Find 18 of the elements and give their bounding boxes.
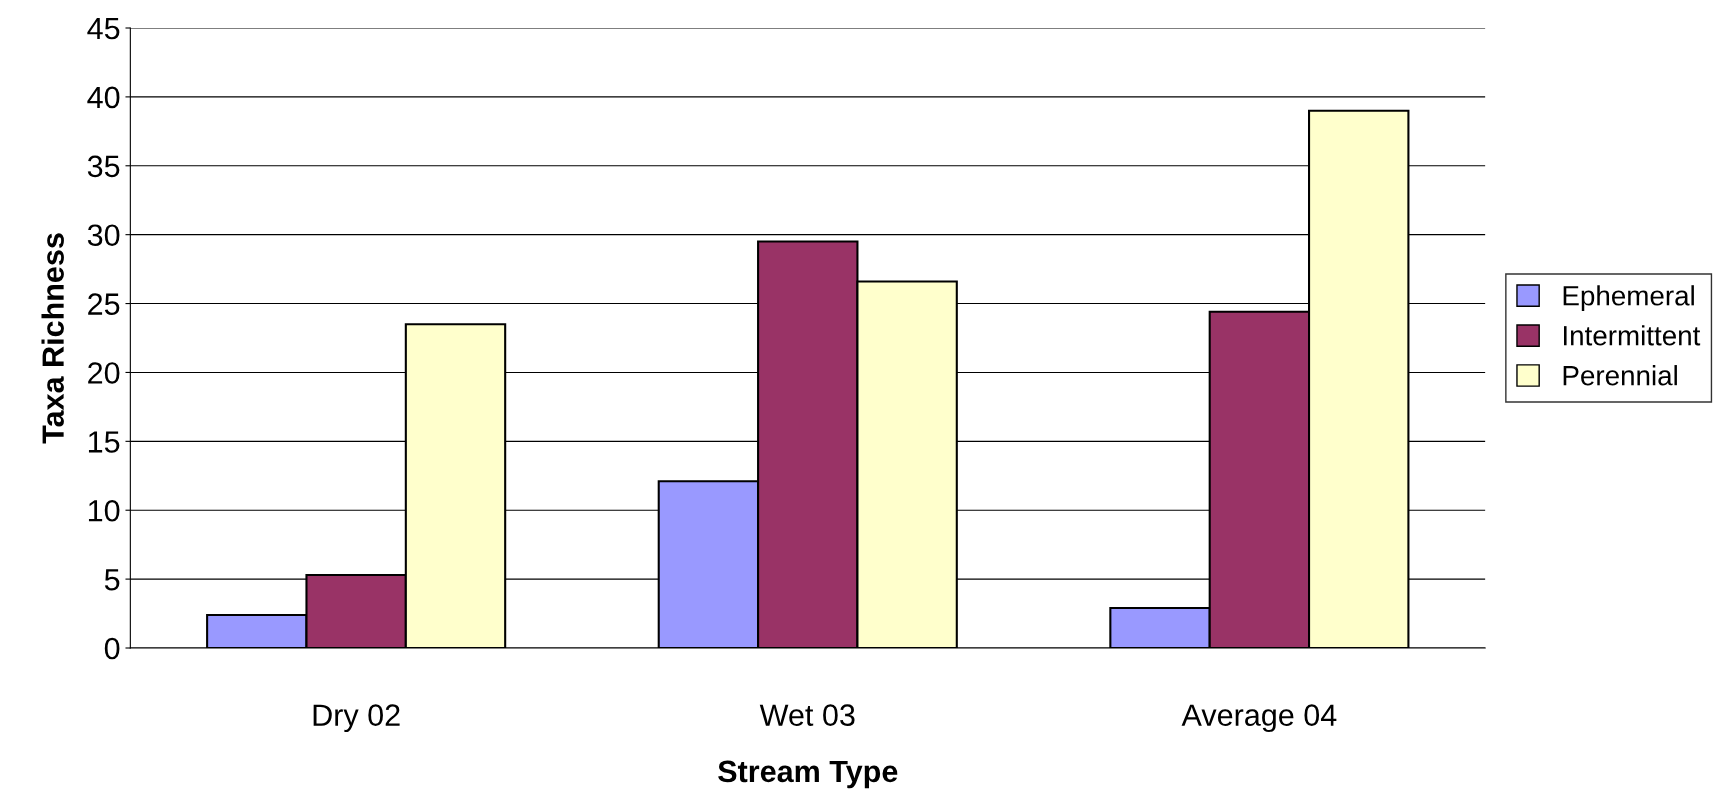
y-tick-label: 30 [87, 224, 120, 247]
legend-label: Perennial [1563, 365, 1677, 386]
y-tick-label: 0 [104, 637, 120, 660]
y-tick-label: 5 [104, 569, 120, 591]
x-tick-label: Dry 02 [313, 704, 400, 733]
y-tick-label: 10 [88, 499, 120, 522]
y-tick-label: 20 [88, 362, 120, 384]
x-tick-label: Average 04 [1181, 704, 1337, 733]
y-tick-label: 35 [87, 155, 120, 178]
legend-label: Ephemeral [1563, 285, 1694, 312]
x-tick-label: Wet 03 [759, 704, 855, 726]
x-axis-title: Stream Type [718, 760, 898, 789]
y-tick-label: 15 [88, 431, 120, 453]
legend-label: Intermittent [1563, 325, 1701, 346]
y-tick-label: 40 [87, 86, 120, 109]
y-tick-label: 45 [87, 18, 120, 40]
y-axis-title: Taxa Richness [41, 233, 64, 444]
y-tick-label: 25 [88, 293, 120, 315]
